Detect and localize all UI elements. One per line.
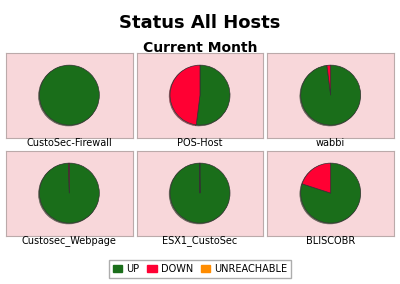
Legend: UP, DOWN, UNREACHABLE: UP, DOWN, UNREACHABLE xyxy=(109,260,291,278)
Wedge shape xyxy=(170,65,200,125)
Wedge shape xyxy=(302,163,331,193)
Wedge shape xyxy=(68,163,69,193)
Wedge shape xyxy=(327,65,331,95)
Text: wabbi: wabbi xyxy=(316,138,345,148)
Wedge shape xyxy=(196,65,230,125)
Text: BLISCOBR: BLISCOBR xyxy=(306,236,355,246)
Text: Custosec_Webpage: Custosec_Webpage xyxy=(22,235,117,246)
Text: ESX1_CustoSec: ESX1_CustoSec xyxy=(162,235,238,246)
Text: CustoSec-Firewall: CustoSec-Firewall xyxy=(26,138,112,148)
Wedge shape xyxy=(39,163,99,223)
Text: Status All Hosts: Status All Hosts xyxy=(119,14,281,32)
Text: Current Month: Current Month xyxy=(143,41,257,55)
Wedge shape xyxy=(39,65,99,125)
Text: POS-Host: POS-Host xyxy=(177,138,223,148)
Wedge shape xyxy=(301,65,361,125)
Wedge shape xyxy=(170,163,230,223)
Wedge shape xyxy=(301,163,361,223)
